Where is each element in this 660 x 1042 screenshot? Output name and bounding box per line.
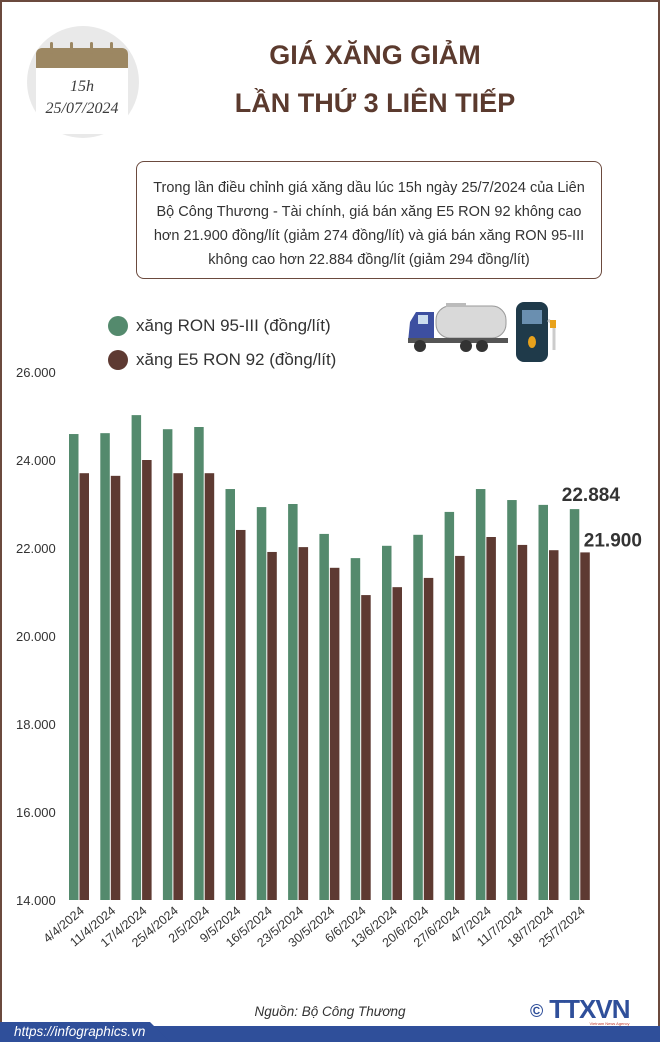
- bar-e5: [298, 547, 309, 900]
- y-tick-label: 14.000: [16, 893, 56, 908]
- bar-ron95: [507, 500, 517, 900]
- bar-e5: [267, 551, 277, 900]
- y-tick-label: 24.000: [16, 453, 56, 468]
- bar-e5: [549, 550, 559, 900]
- info-box: Trong lần điều chỉnh giá xăng dầu lúc 15…: [136, 161, 602, 279]
- bar-e5: [486, 537, 496, 900]
- calendar-icon: 15h 25/07/2024: [36, 42, 128, 136]
- logo-subtext: Vietnam News Agency: [589, 1021, 630, 1026]
- legend-swatch-e5: [108, 350, 128, 370]
- bar-e5: [204, 473, 215, 900]
- legend-e5: xăng E5 RON 92 (đồng/lít): [108, 350, 336, 370]
- bar-ron95: [475, 489, 486, 900]
- bar-ron95: [382, 545, 392, 900]
- calendar-time: 15h: [70, 78, 94, 95]
- bar-ron95: [538, 504, 548, 900]
- logo-text: TTXVN: [549, 994, 630, 1024]
- page-title-line1: GIÁ XĂNG GIẢM: [269, 40, 481, 70]
- bar-ron95: [256, 507, 267, 900]
- bar-ron95: [100, 433, 110, 900]
- fuel-pump-icon: [516, 302, 556, 362]
- bar-e5: [423, 577, 434, 900]
- bar-e5: [455, 555, 465, 900]
- legend-label: xăng E5 RON 92 (đồng/lít): [136, 350, 337, 369]
- ttxvn-logo: © TTXVN Vietnam News Agency: [530, 994, 631, 1026]
- bar-e5: [580, 552, 590, 900]
- source-note: Nguồn: Bộ Công Thương: [254, 1004, 406, 1019]
- y-tick-label: 22.000: [16, 541, 56, 556]
- bar-e5: [517, 544, 528, 900]
- page-title-line2: LẦN THỨ 3 LIÊN TIẾP: [234, 88, 516, 118]
- bar-e5: [236, 529, 246, 900]
- bar-e5: [329, 567, 340, 900]
- bar-e5: [173, 473, 183, 900]
- y-tick-label: 18.000: [16, 717, 56, 732]
- footer-url-link[interactable]: https://infographics.vn: [0, 1022, 170, 1042]
- bar-ron95: [194, 427, 204, 900]
- bar-e5: [142, 460, 152, 900]
- bar-e5: [79, 473, 89, 900]
- bar-ron95: [569, 509, 580, 900]
- legend-swatch-ron95: [108, 316, 128, 336]
- bar-ron95: [444, 511, 455, 900]
- bar-e5: [361, 595, 371, 900]
- bar-ron95: [162, 429, 173, 900]
- bar-ron95: [69, 434, 79, 900]
- bar-e5: [392, 587, 402, 900]
- bar-ron95: [319, 533, 329, 900]
- bar-ron95: [288, 504, 298, 900]
- y-tick-label: 16.000: [16, 805, 56, 820]
- bar-e5: [110, 475, 121, 900]
- bar-ron95: [131, 415, 142, 900]
- y-tick-label: 26.000: [16, 365, 56, 380]
- bar-ron95: [225, 489, 235, 900]
- bar-chart: 26.000 24.000 22.000 20.000 18.000 16.000 14.0…: [16, 365, 642, 950]
- data-label-ron95: 22.884: [562, 485, 621, 506]
- y-tick-label: 20.000: [16, 629, 56, 644]
- bar-ron95: [350, 558, 361, 900]
- tanker-truck-icon: [408, 303, 508, 352]
- calendar-date: 25/07/2024: [45, 100, 119, 117]
- data-label-e5: 21.900: [584, 530, 642, 551]
- legend-ron95: xăng RON 95-III (đồng/lít): [108, 316, 331, 336]
- copyright-icon: ©: [530, 1001, 544, 1021]
- legend-label: xăng RON 95-III (đồng/lít): [136, 316, 331, 335]
- bar-ron95: [413, 534, 423, 900]
